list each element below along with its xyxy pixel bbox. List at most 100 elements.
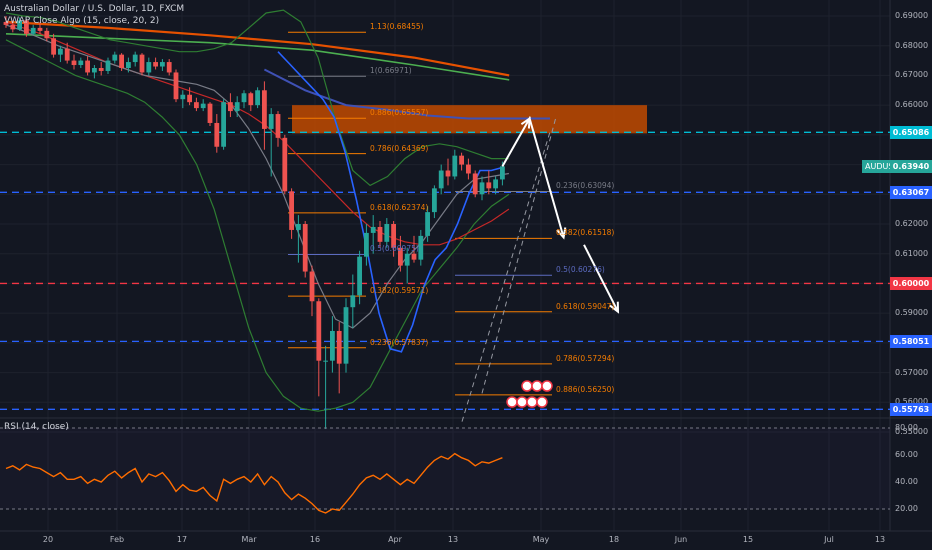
fib-level-label: 0.5(0.60276) xyxy=(556,265,605,275)
candle-body xyxy=(78,60,84,66)
level-price-tag: 0.60000 xyxy=(890,276,932,290)
candle-body xyxy=(187,94,192,103)
candle-body xyxy=(228,102,233,112)
candle-body xyxy=(234,102,240,112)
candle-body xyxy=(207,103,213,123)
candle-body xyxy=(486,182,492,189)
ma-navy xyxy=(263,68,550,120)
candle-body xyxy=(139,54,145,73)
candle-body xyxy=(309,271,315,302)
forecast-arrowhead xyxy=(609,301,620,314)
event-badge xyxy=(526,396,538,408)
ma-orange xyxy=(5,20,510,77)
channel-line xyxy=(461,131,551,422)
price-tick-label: 0.56000 xyxy=(895,397,929,407)
candle-body xyxy=(248,93,254,106)
candle-body xyxy=(316,301,322,361)
fib-level-label: 0.786(0.64369) xyxy=(370,143,429,153)
fib-level-label: 0.382(0.61518) xyxy=(556,228,615,238)
candle-body xyxy=(418,235,424,260)
candle-body xyxy=(323,360,328,362)
price-tick-label: 0.59000 xyxy=(895,308,929,318)
candle-body xyxy=(241,93,247,103)
candle-body xyxy=(493,179,498,189)
candle-body xyxy=(153,62,158,67)
fib-level-label: 0.786(0.57294) xyxy=(556,353,615,363)
candle-body xyxy=(64,48,70,61)
candle-body xyxy=(268,114,274,129)
price-tick-label: 0.62000 xyxy=(895,219,929,228)
candle-body xyxy=(105,60,111,71)
event-badge xyxy=(536,396,548,408)
rsi-tick-label: 20.00 xyxy=(895,504,918,513)
event-badge xyxy=(506,396,518,408)
candle-body xyxy=(10,24,16,30)
candle-body xyxy=(438,170,444,189)
time-tick-label: 20 xyxy=(42,535,54,544)
band-lower xyxy=(5,39,510,412)
time-tick-label: 16 xyxy=(309,535,321,544)
time-tick-label: 18 xyxy=(608,535,620,544)
candle-body xyxy=(350,295,356,308)
candle-body xyxy=(30,27,36,34)
channel-line xyxy=(481,116,557,394)
indicator-title[interactable]: VWAP Close Algo (15, close, 20, 2) xyxy=(4,16,160,26)
candle-body xyxy=(180,94,186,100)
candle-body xyxy=(221,102,226,147)
candle-body xyxy=(146,62,152,73)
candle-body xyxy=(459,155,464,165)
candle-body xyxy=(173,72,179,100)
candle-body xyxy=(24,20,29,34)
candle-body xyxy=(391,224,396,248)
ma-red xyxy=(5,21,510,246)
candle-body xyxy=(384,224,390,242)
rsi-title[interactable]: RSI (14, close) xyxy=(4,422,69,432)
candle-body xyxy=(357,256,362,296)
fib-level-label: 0.618(0.62374) xyxy=(370,202,429,212)
candle-body xyxy=(275,114,281,138)
fib-level-label: 1.13(0.68455) xyxy=(370,22,424,32)
candle-body xyxy=(343,307,349,364)
candle-body xyxy=(214,122,220,147)
candle-body xyxy=(17,20,22,30)
forecast-arrowhead xyxy=(520,116,531,129)
candle-body xyxy=(112,54,118,61)
candle-body xyxy=(425,212,430,236)
candle-body xyxy=(51,38,56,55)
event-badge xyxy=(531,380,543,392)
candle-body xyxy=(330,330,335,361)
rsi-line xyxy=(5,452,503,514)
time-tick-label: Jul xyxy=(824,535,834,544)
fib-level-label: 0.236(0.57837) xyxy=(370,337,429,347)
time-tick-label: 13 xyxy=(874,535,886,544)
level-price-tag: 0.65086 xyxy=(890,125,932,139)
symbol-title[interactable]: Australian Dollar / U.S. Dollar, 1D, FXC… xyxy=(4,4,185,14)
candle-body xyxy=(500,166,505,180)
candle-body xyxy=(364,232,369,257)
candle-body xyxy=(166,62,172,73)
time-tick-label: 13 xyxy=(447,535,459,544)
fib-level-label: 0.236(0.63094) xyxy=(556,181,615,191)
candle-body xyxy=(466,164,471,174)
price-tick-label: 0.69000 xyxy=(895,11,929,20)
candle-body xyxy=(377,226,383,242)
rsi-tick-label: 60.00 xyxy=(895,450,918,459)
candle-body xyxy=(411,253,417,260)
ma-blue xyxy=(277,51,503,353)
candle-body xyxy=(194,102,199,109)
candle-body xyxy=(262,90,267,129)
event-badge xyxy=(521,380,533,392)
time-tick-label: 17 xyxy=(176,535,188,544)
ma-gray xyxy=(5,24,510,329)
candle-body xyxy=(200,103,206,109)
price-tick-label: 0.68000 xyxy=(895,40,929,50)
rsi-tick-label: 40.00 xyxy=(895,477,918,486)
time-tick-label: Jun xyxy=(674,535,688,544)
event-badge xyxy=(516,396,528,408)
event-badge xyxy=(541,380,553,392)
price-tick-label: 0.55000 xyxy=(895,427,929,436)
price-tick-label: 0.57000 xyxy=(895,367,929,377)
candle-body xyxy=(92,68,97,73)
level-price-tag: 0.63067 xyxy=(890,185,932,199)
